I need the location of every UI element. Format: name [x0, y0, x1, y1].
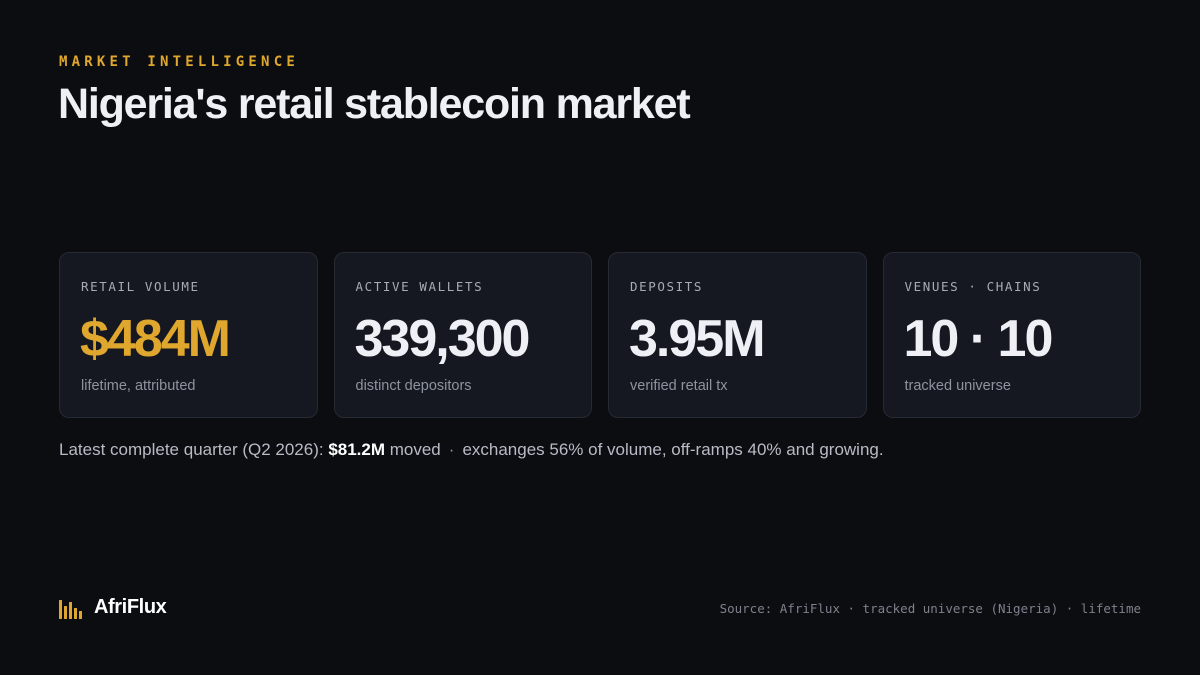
metric-value: 10 · 10 [903, 310, 1054, 368]
metric-label: RETAIL VOLUME [81, 279, 200, 294]
metric-card-deposits: DEPOSITS 3.95M verified retail tx [608, 252, 867, 418]
metric-card-active-wallets: ACTIVE WALLETS 339,300 distinct deposito… [333, 252, 592, 418]
eyebrow-label: MARKET INTELLIGENCE [59, 54, 299, 70]
metric-value: 3.95M [629, 310, 766, 368]
brand-logo: AfriFlux [59, 596, 167, 619]
brand-name: AfriFlux [94, 596, 167, 618]
quarter-summary: Latest complete quarter (Q2 2026): $81.2… [59, 440, 884, 460]
source-note: Source: AfriFlux · tracked universe (Nig… [719, 601, 1141, 616]
metric-label: ACTIVE WALLETS [355, 279, 484, 294]
metric-caption: verified retail tx [630, 378, 728, 394]
metric-value: $484M [80, 310, 231, 368]
bar-chart-icon [59, 599, 82, 619]
metric-caption: lifetime, attributed [81, 378, 196, 394]
summary-prefix: Latest complete quarter (Q2 2026): [59, 440, 329, 459]
summary-highlight: $81.2M [328, 440, 386, 459]
metric-value: 339,300 [354, 310, 531, 368]
page-title: Nigeria's retail stablecoin market [58, 80, 691, 128]
metric-label: VENUES · CHAINS [904, 279, 1042, 294]
metric-caption: distinct depositors [355, 378, 472, 394]
metric-caption: tracked universe [904, 378, 1011, 394]
metric-card-retail-volume: RETAIL VOLUME $484M lifetime, attributed [59, 252, 318, 418]
metric-cards: RETAIL VOLUME $484M lifetime, attributed… [59, 252, 1141, 418]
summary-moved: moved [385, 440, 441, 459]
metric-label: DEPOSITS [630, 279, 704, 294]
summary-separator: · [448, 440, 455, 459]
metric-card-venues-chains: VENUES · CHAINS 10 · 10 tracked universe [882, 252, 1141, 418]
summary-detail: exchanges 56% of volume, off-ramps 40% a… [462, 440, 884, 459]
